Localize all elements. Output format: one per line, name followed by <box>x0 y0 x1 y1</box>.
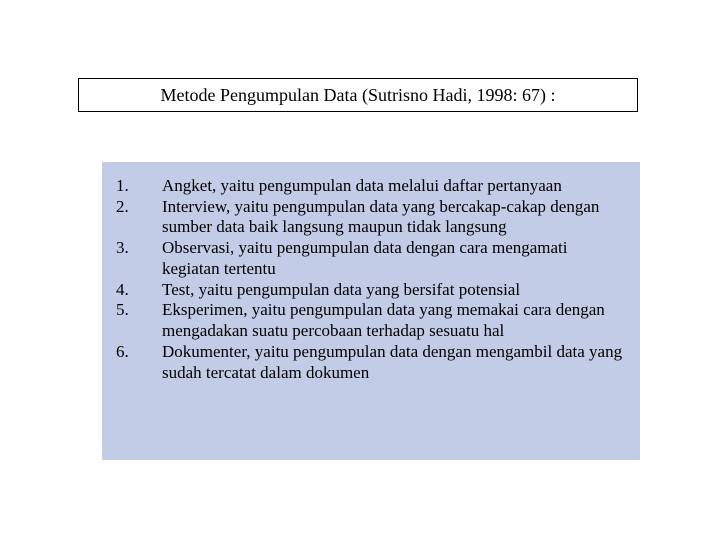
slide: Metode Pengumpulan Data (Sutrisno Hadi, … <box>0 0 720 540</box>
list-item-number: 2. <box>116 197 162 238</box>
list-item-number: 3. <box>116 238 162 279</box>
list-item: 3. Observasi, yaitu pengumpulan data den… <box>116 238 624 279</box>
list-item-text: Interview, yaitu pengumpulan data yang b… <box>162 197 624 238</box>
list-item: 4. Test, yaitu pengumpulan data yang ber… <box>116 280 624 301</box>
list-item-text: Angket, yaitu pengumpulan data melalui d… <box>162 176 624 197</box>
slide-title: Metode Pengumpulan Data (Sutrisno Hadi, … <box>161 86 556 104</box>
list-item: 5. Eksperimen, yaitu pengumpulan data ya… <box>116 300 624 341</box>
list-item: 2. Interview, yaitu pengumpulan data yan… <box>116 197 624 238</box>
list-item-text: Dokumenter, yaitu pengumpulan data denga… <box>162 342 624 383</box>
list-item-text: Observasi, yaitu pengumpulan data dengan… <box>162 238 624 279</box>
content-box: 1. Angket, yaitu pengumpulan data melalu… <box>102 162 640 460</box>
list-item-number: 4. <box>116 280 162 301</box>
list-item: 1. Angket, yaitu pengumpulan data melalu… <box>116 176 624 197</box>
title-box: Metode Pengumpulan Data (Sutrisno Hadi, … <box>78 78 638 112</box>
numbered-list: 1. Angket, yaitu pengumpulan data melalu… <box>116 176 624 383</box>
list-item-text: Test, yaitu pengumpulan data yang bersif… <box>162 280 624 301</box>
list-item-number: 1. <box>116 176 162 197</box>
list-item-text: Eksperimen, yaitu pengumpulan data yang … <box>162 300 624 341</box>
list-item: 6. Dokumenter, yaitu pengumpulan data de… <box>116 342 624 383</box>
list-item-number: 6. <box>116 342 162 383</box>
list-item-number: 5. <box>116 300 162 341</box>
